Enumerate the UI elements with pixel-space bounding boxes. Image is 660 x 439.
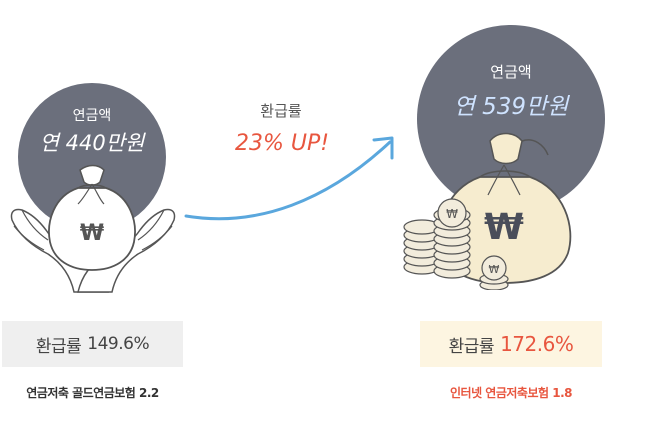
left-circle-title: 연금액 [72, 108, 112, 124]
svg-text:₩: ₩ [446, 207, 458, 221]
money-bag-with-coins-icon: ₩ ₩ ₩ [403, 132, 572, 290]
left-rate-value: 149.6% [87, 334, 150, 354]
right-circle-amount: 연 539만원 [453, 94, 569, 120]
left-rate-box: 환급률 149.6% [2, 321, 183, 367]
right-circle-title: 연금액 [490, 63, 532, 81]
left-rate-label: 환급률 [35, 336, 82, 357]
right-rate-value: 172.6% [500, 332, 574, 356]
curved-arrow-icon [184, 136, 394, 221]
right-product-name: 인터넷 연금저축보험 1.8 [450, 386, 572, 400]
svg-text:₩: ₩ [80, 221, 104, 246]
left-product-name: 연금저축 골드연금보험 2.2 [26, 386, 159, 400]
middle-rate-increase: 23% UP! [234, 131, 330, 156]
money-bag-in-hands-icon: ₩ [10, 164, 176, 293]
right-rate-box: 환급률 172.6% [420, 321, 602, 367]
right-rate-label: 환급률 [448, 336, 495, 357]
left-circle-amount: 연 440만원 [39, 131, 145, 155]
svg-text:₩: ₩ [484, 207, 524, 248]
svg-text:₩: ₩ [489, 263, 500, 276]
middle-rate-title: 환급률 [260, 102, 302, 120]
